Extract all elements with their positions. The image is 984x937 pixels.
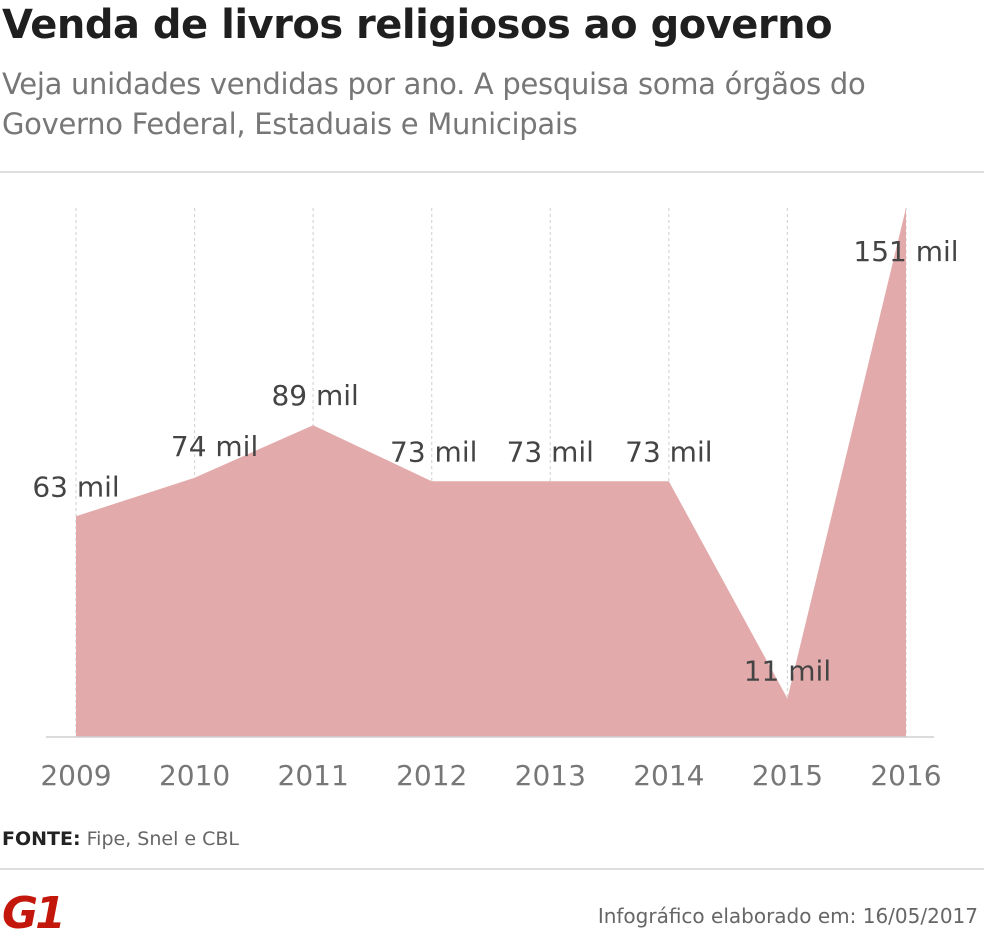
data-label-2010: 74 mil	[171, 430, 258, 463]
source-label: FONTE:	[2, 828, 81, 850]
x-tick-2014: 2014	[633, 759, 704, 792]
x-tick-2009: 2009	[40, 759, 111, 792]
x-tick-2012: 2012	[396, 759, 467, 792]
source-note: FONTE: Fipe, Snel e CBL	[2, 828, 239, 850]
data-label-2014: 73 mil	[625, 435, 712, 468]
area-chart: 63 mil 74 mil 89 mil 73 mil 73 mil 73 mil 11 m…	[32, 208, 959, 792]
data-label-2011: 89 mil	[271, 379, 358, 412]
x-tick-2015: 2015	[752, 759, 823, 792]
data-label-2012: 73 mil	[390, 435, 477, 468]
area-series	[76, 208, 906, 737]
x-axis-ticks: 2009 2010 2011 2012 2013 2014 2015 2016	[40, 759, 941, 792]
footer-date: Infográfico elaborado em: 16/05/2017	[597, 904, 978, 928]
chart-title: Venda de livros religiosos ao governo	[2, 2, 833, 48]
x-tick-2010: 2010	[159, 759, 230, 792]
data-labels: 63 mil 74 mil 89 mil 73 mil 73 mil 73 mil 11 m…	[32, 235, 958, 687]
data-label-2015: 11 mil	[744, 654, 831, 687]
header-divider	[0, 171, 984, 173]
g1-logo: G1	[2, 888, 62, 932]
data-label-2013: 73 mil	[507, 435, 594, 468]
data-label-2016: 151 mil	[853, 235, 958, 268]
data-label-2009: 63 mil	[32, 470, 119, 503]
x-tick-2011: 2011	[278, 759, 349, 792]
x-tick-2016: 2016	[870, 759, 941, 792]
g1-logo-text: G1	[2, 888, 62, 932]
source-text: Fipe, Snel e CBL	[86, 828, 240, 850]
x-tick-2013: 2013	[515, 759, 586, 792]
footer-divider	[0, 868, 984, 870]
chart-subtitle: Veja unidades vendidas por ano. A pesqui…	[2, 67, 866, 141]
